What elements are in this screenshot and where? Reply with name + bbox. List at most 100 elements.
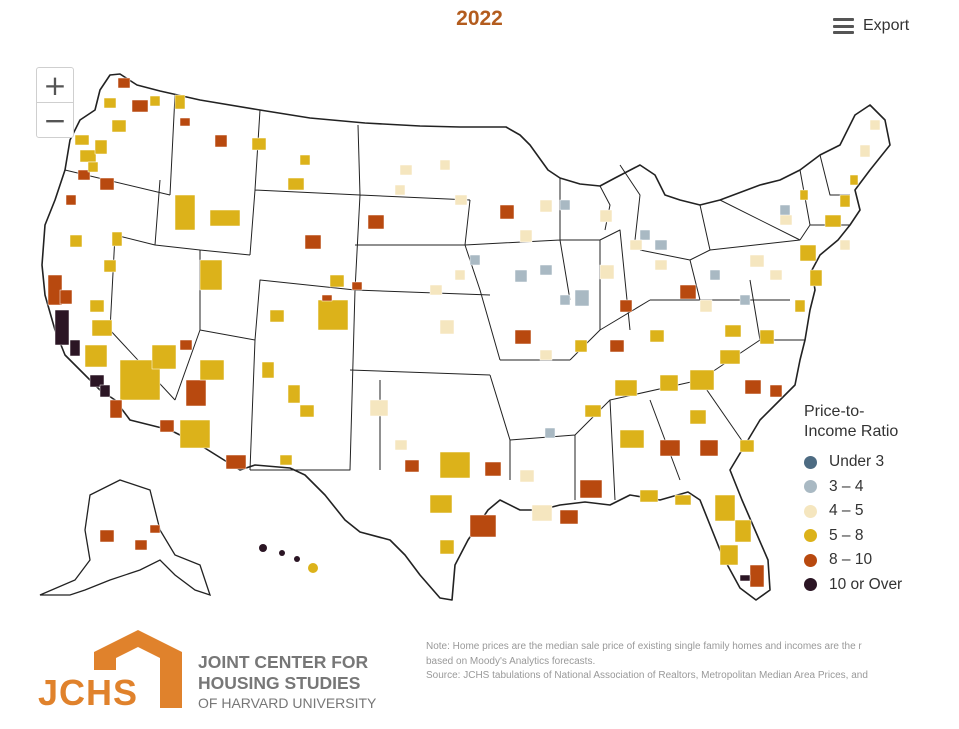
metro-area[interactable] bbox=[299, 154, 311, 166]
metro-area[interactable] bbox=[287, 384, 301, 404]
metro-area[interactable] bbox=[159, 419, 175, 433]
legend-label[interactable]: 10 or Over bbox=[829, 575, 903, 593]
metro-area[interactable] bbox=[539, 199, 553, 213]
metro-area[interactable] bbox=[74, 134, 90, 146]
metro-area[interactable] bbox=[799, 189, 809, 201]
metro-area[interactable] bbox=[299, 404, 315, 418]
metro-area[interactable] bbox=[185, 379, 207, 407]
metro-area[interactable] bbox=[659, 439, 681, 457]
metro-area[interactable] bbox=[799, 244, 817, 262]
metro-area[interactable] bbox=[649, 329, 665, 343]
metro-area[interactable] bbox=[724, 324, 742, 338]
metro-area[interactable] bbox=[429, 494, 453, 514]
metro-area[interactable] bbox=[769, 269, 783, 281]
metro-area[interactable] bbox=[714, 494, 736, 522]
metro-area[interactable] bbox=[287, 177, 305, 191]
metro-area[interactable] bbox=[225, 454, 247, 470]
metro-area[interactable] bbox=[59, 289, 73, 305]
metro-area[interactable] bbox=[794, 299, 806, 313]
metro-area[interactable] bbox=[539, 349, 553, 361]
metro-area[interactable] bbox=[749, 564, 765, 588]
metro-area[interactable] bbox=[654, 259, 668, 271]
metro-area[interactable] bbox=[719, 544, 739, 566]
metro-area[interactable] bbox=[91, 319, 113, 337]
metro-area[interactable] bbox=[367, 214, 385, 230]
metro-area[interactable] bbox=[269, 309, 285, 323]
metro-area[interactable] bbox=[639, 489, 659, 503]
metro-area[interactable] bbox=[659, 374, 679, 392]
metro-area[interactable] bbox=[179, 419, 211, 449]
metro-area[interactable] bbox=[79, 149, 97, 163]
metro-area[interactable] bbox=[251, 137, 267, 151]
metro-area[interactable] bbox=[499, 204, 515, 220]
legend-item-4-5[interactable]: 4 – 5 bbox=[804, 499, 902, 524]
metro-area[interactable] bbox=[824, 214, 842, 228]
metro-area[interactable] bbox=[69, 234, 83, 248]
metro-area[interactable] bbox=[77, 169, 91, 181]
metro-area[interactable] bbox=[89, 299, 105, 313]
metro-area[interactable] bbox=[209, 209, 241, 227]
metro-area[interactable] bbox=[839, 239, 851, 251]
metro-area[interactable] bbox=[759, 329, 775, 345]
metro-area[interactable] bbox=[369, 399, 389, 417]
metro-area[interactable] bbox=[719, 349, 741, 365]
metro-area[interactable] bbox=[454, 194, 468, 206]
zoom-out-button[interactable]: − bbox=[37, 102, 73, 137]
metro-area[interactable] bbox=[619, 299, 633, 313]
metro-area[interactable] bbox=[151, 344, 177, 370]
metro-area[interactable] bbox=[54, 309, 70, 346]
metro-area[interactable] bbox=[574, 289, 590, 307]
metro-area[interactable] bbox=[454, 269, 466, 281]
metro-area[interactable] bbox=[469, 514, 497, 538]
metro-area[interactable] bbox=[304, 234, 322, 250]
metro-area[interactable] bbox=[744, 379, 762, 395]
metro-area[interactable] bbox=[469, 254, 481, 266]
metro-area[interactable] bbox=[609, 339, 625, 353]
metro-area[interactable] bbox=[559, 509, 579, 525]
metro-area[interactable] bbox=[111, 231, 123, 247]
metro-area[interactable] bbox=[179, 339, 193, 351]
metro-area[interactable] bbox=[619, 429, 645, 449]
zoom-control[interactable]: + − bbox=[36, 67, 74, 138]
metro-area[interactable] bbox=[599, 264, 615, 280]
metro-area[interactable] bbox=[484, 461, 502, 477]
metro-area[interactable] bbox=[749, 254, 765, 268]
metro-area[interactable] bbox=[809, 269, 823, 287]
metro-area[interactable] bbox=[394, 439, 408, 451]
metro-area[interactable] bbox=[119, 359, 161, 401]
metro-area[interactable] bbox=[329, 274, 345, 288]
metro-area[interactable] bbox=[94, 139, 108, 155]
legend-label[interactable]: 3 – 4 bbox=[829, 477, 864, 495]
metro-area[interactable] bbox=[149, 95, 161, 107]
metro-area[interactable] bbox=[779, 214, 793, 226]
metro-area[interactable] bbox=[689, 409, 707, 425]
metro-area[interactable] bbox=[514, 269, 528, 283]
metro-area[interactable] bbox=[584, 404, 602, 418]
metro-area[interactable] bbox=[149, 524, 161, 534]
legend-item-8-10[interactable]: 8 – 10 bbox=[804, 548, 902, 573]
metro-area[interactable] bbox=[734, 519, 752, 543]
legend-item-3-4[interactable]: 3 – 4 bbox=[804, 475, 902, 500]
metro-area[interactable] bbox=[179, 117, 191, 127]
metro-area[interactable] bbox=[99, 384, 111, 398]
metro-area[interactable] bbox=[531, 504, 553, 522]
export-label[interactable]: Export bbox=[863, 17, 910, 34]
metro-area[interactable] bbox=[579, 479, 603, 499]
metro-area[interactable] bbox=[84, 344, 108, 368]
metro-area[interactable] bbox=[174, 194, 196, 231]
metro-area[interactable] bbox=[739, 574, 751, 582]
metro-area[interactable] bbox=[674, 494, 692, 506]
metro-area[interactable] bbox=[134, 539, 148, 551]
metro-area[interactable] bbox=[111, 119, 127, 133]
metro-area[interactable] bbox=[103, 97, 117, 109]
metro-area[interactable] bbox=[117, 77, 131, 89]
metro-area[interactable] bbox=[351, 281, 363, 291]
metro-area[interactable] bbox=[514, 329, 532, 345]
metro-area[interactable] bbox=[131, 99, 149, 113]
metro-area[interactable] bbox=[199, 359, 225, 381]
metro-area[interactable] bbox=[539, 264, 553, 276]
metro-area[interactable] bbox=[679, 284, 697, 300]
legend-label[interactable]: Under 3 bbox=[829, 453, 885, 471]
metro-area[interactable] bbox=[709, 269, 721, 281]
